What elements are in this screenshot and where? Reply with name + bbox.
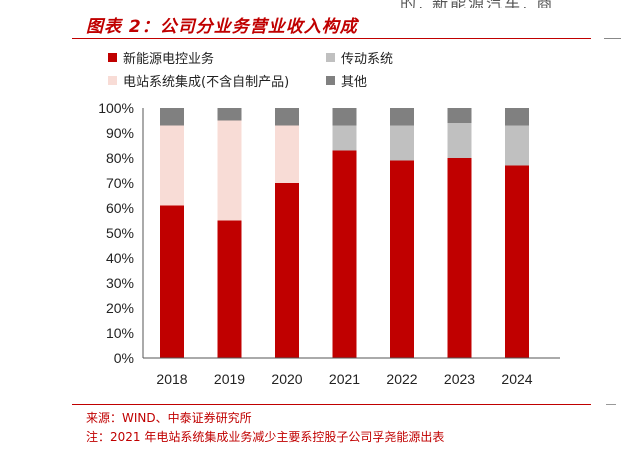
- legend-item-transmission: 传动系统: [326, 48, 393, 67]
- y-tick-label: 100%: [98, 100, 134, 116]
- footer-source: 来源：WIND、中泰证券研究所: [86, 411, 252, 425]
- y-tick-label: 90%: [106, 125, 134, 141]
- bar-segment: [275, 125, 299, 183]
- legend-item-other: 其他: [326, 71, 367, 90]
- legend-swatch: [326, 53, 335, 62]
- bar-segment: [275, 108, 299, 126]
- right-footer-dash: [606, 404, 616, 405]
- y-tick-label: 80%: [106, 150, 134, 166]
- x-tick-label: 2020: [271, 371, 302, 387]
- bar-segment: [275, 183, 299, 358]
- y-tick-label: 70%: [106, 175, 134, 191]
- x-tick-label: 2018: [156, 371, 187, 387]
- bar-segment: [390, 125, 414, 161]
- x-tick-label: 2024: [501, 371, 532, 387]
- y-tick-label: 50%: [106, 225, 134, 241]
- y-tick-label: 30%: [106, 275, 134, 291]
- legend-label: 新能源电控业务: [123, 52, 215, 67]
- y-tick-label: 40%: [106, 250, 134, 266]
- legend-label: 传动系统: [341, 52, 394, 67]
- bar-segment: [332, 125, 357, 151]
- bar-segment: [447, 123, 472, 158]
- page-top-fragment: 的, 新能源汽车, 商: [400, 0, 621, 8]
- bar-segment: [160, 125, 184, 206]
- bar-segment: [160, 108, 184, 126]
- bar-segment: [160, 205, 184, 358]
- legend-label: 其他: [341, 75, 368, 90]
- x-tick-label: 2021: [329, 371, 360, 387]
- y-tick-label: 60%: [106, 200, 134, 216]
- legend-item-power-station: 电站系统集成(不含自制产品): [108, 71, 289, 90]
- bar-segment: [447, 108, 472, 123]
- bar-segment: [217, 220, 242, 358]
- chart-title: 图表 2：公司分业务营业收入构成: [86, 17, 358, 37]
- bar-segment: [332, 108, 357, 126]
- x-tick-label: 2023: [444, 371, 475, 387]
- y-tick-label: 0%: [114, 350, 134, 366]
- bar-segment: [390, 108, 414, 126]
- bar-segment: [217, 120, 242, 221]
- legend-swatch: [326, 76, 335, 85]
- bar-segment: [447, 158, 472, 358]
- bar-segment: [505, 108, 529, 126]
- legend-item-new-energy-control: 新能源电控业务: [108, 48, 214, 67]
- legend-swatch: [108, 76, 117, 85]
- x-tick-label: 2022: [386, 371, 417, 387]
- title-divider: [72, 38, 591, 39]
- bar-segment: [332, 150, 357, 358]
- y-tick-label: 20%: [106, 300, 134, 316]
- bar-segment: [505, 165, 529, 358]
- bar-segment: [505, 125, 529, 166]
- footer-divider: [72, 404, 591, 405]
- bar-segment: [217, 108, 242, 121]
- footer-note: 注：2021 年电站系统集成业务减少主要系控股子公司孚尧能源出表: [86, 430, 445, 444]
- bar-segment: [390, 160, 414, 358]
- legend-label: 电站系统集成(不含自制产品): [123, 75, 290, 90]
- x-tick-label: 2019: [214, 371, 245, 387]
- y-tick-label: 10%: [106, 325, 134, 341]
- right-divider: [604, 38, 621, 39]
- legend-swatch: [108, 53, 117, 62]
